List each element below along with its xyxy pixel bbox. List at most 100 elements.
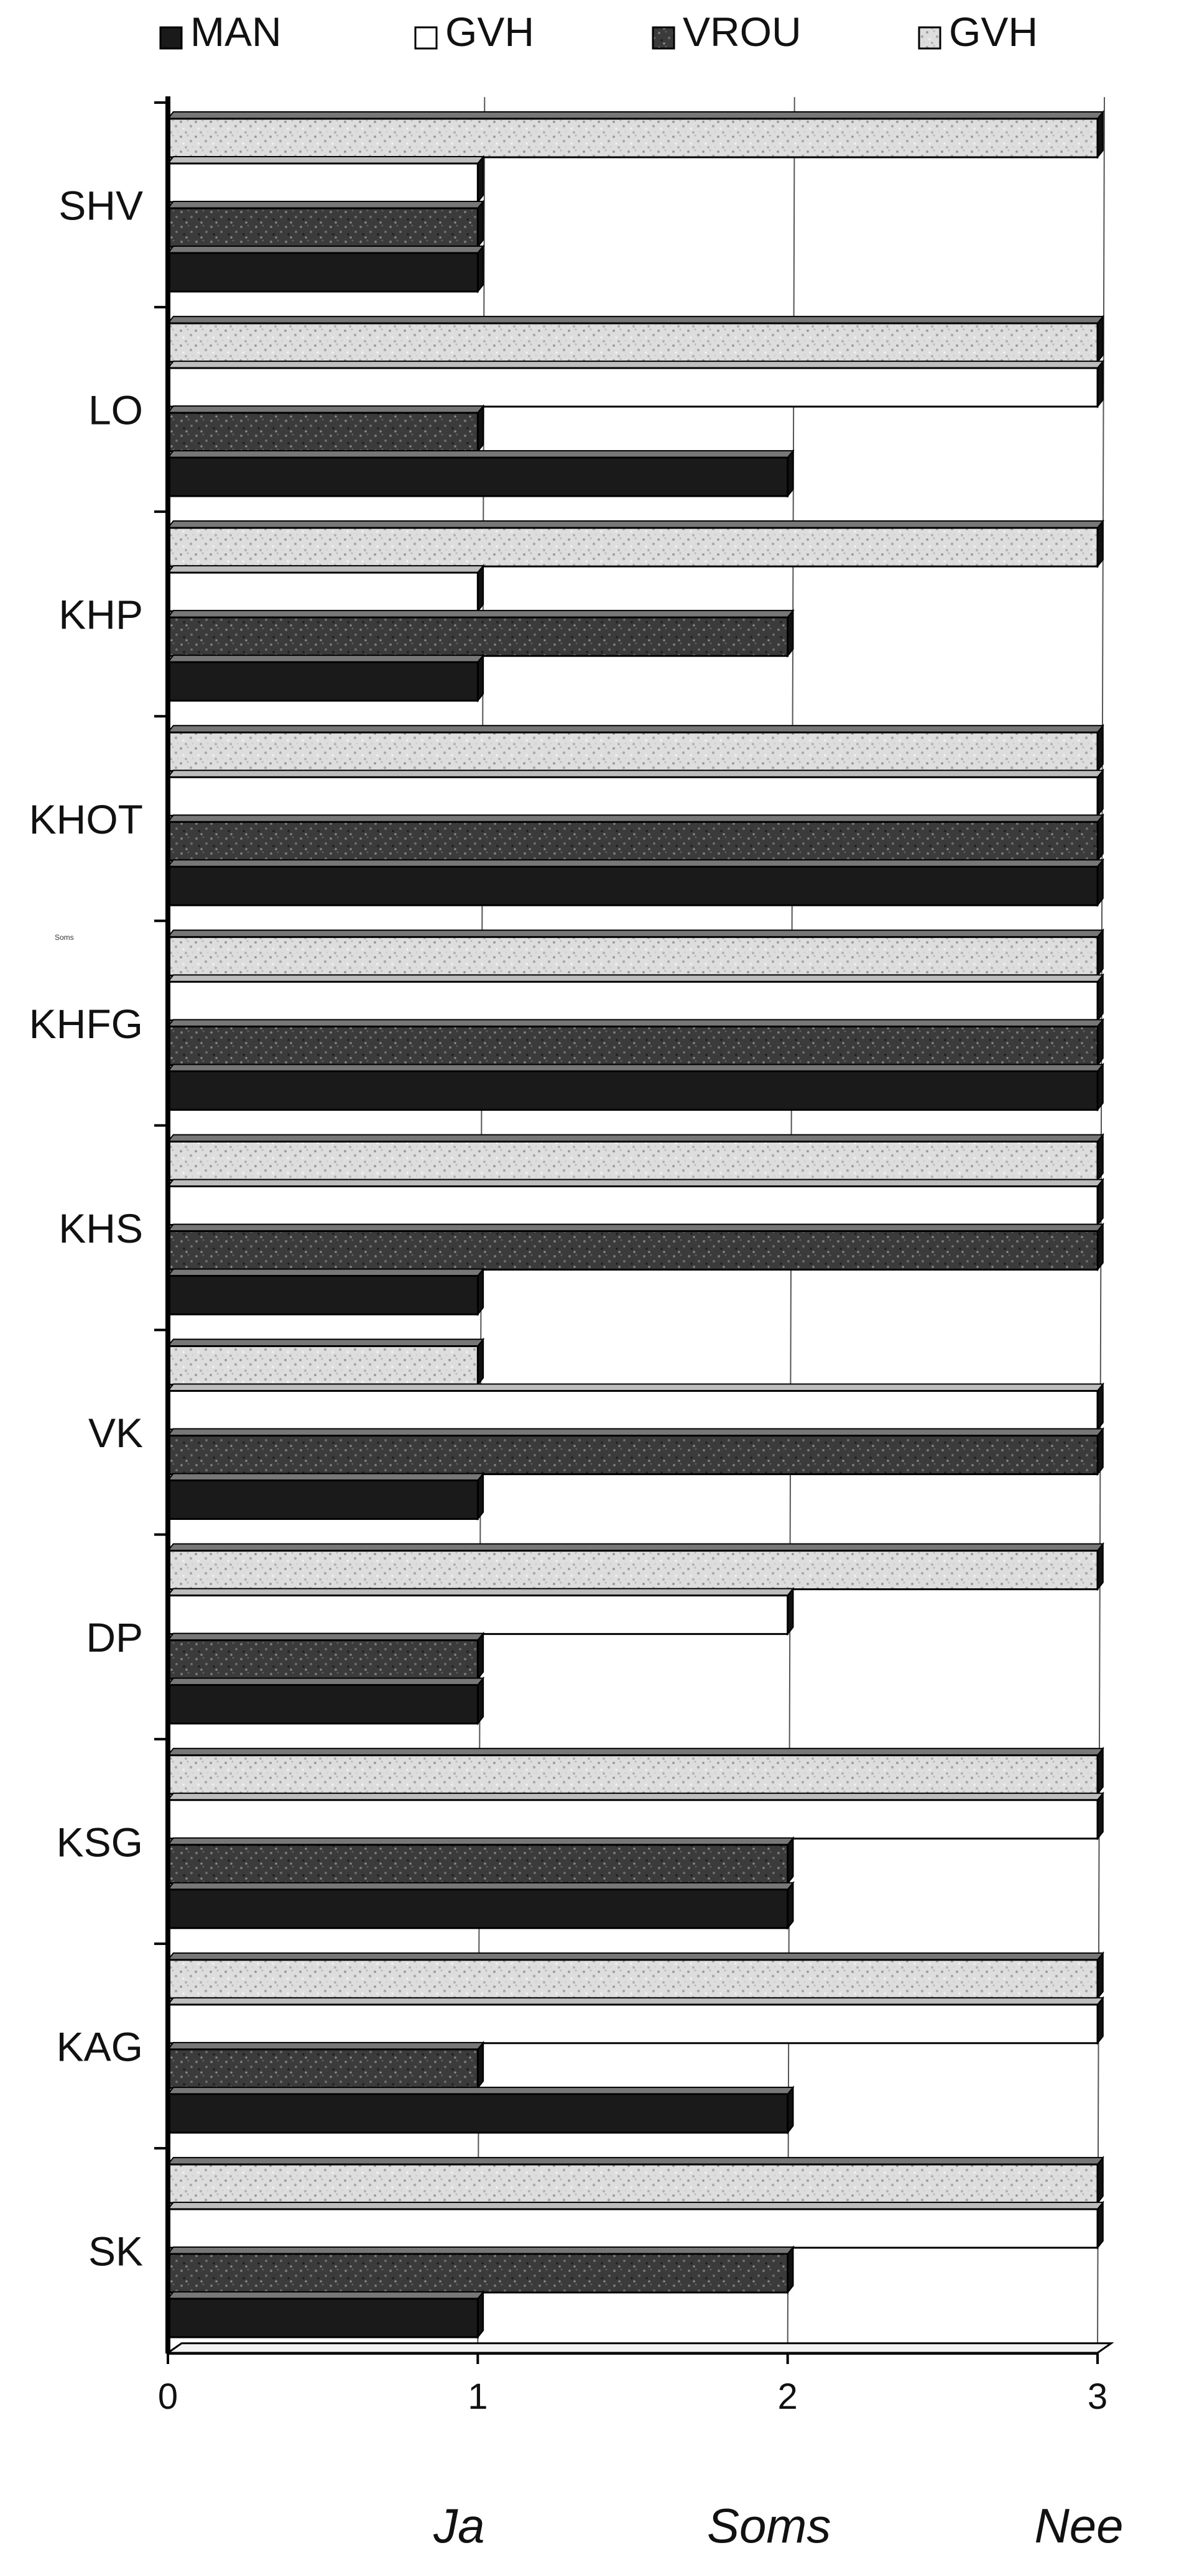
bar-front-face <box>167 1479 479 1520</box>
bar-top-face <box>166 770 1104 778</box>
bar-top-face <box>166 450 795 459</box>
bar-front-face <box>167 2093 789 2134</box>
bar-front-face <box>167 1390 1099 1431</box>
category-label: LO <box>88 387 143 433</box>
bar-front-face <box>167 322 1099 363</box>
category-label: KHS <box>58 1205 143 1251</box>
bar-front-face <box>167 1888 789 1930</box>
bar <box>166 2290 485 2339</box>
legend: MAN GVH VROU GVH <box>159 9 1038 55</box>
bar-top-face <box>166 1588 795 1596</box>
bar-top-face <box>166 2156 1104 2165</box>
bar <box>166 155 485 204</box>
bar <box>166 200 485 249</box>
bar-front-face <box>167 456 789 497</box>
bar-top-face <box>166 1019 1104 1028</box>
bar <box>166 2245 795 2294</box>
legend-label: VROU <box>683 9 802 55</box>
bar-front-face <box>167 162 479 203</box>
bar-top-face <box>166 655 485 663</box>
bar-front-face <box>167 661 479 702</box>
bar-top-face <box>166 1952 1104 1961</box>
bar-top-face <box>166 1473 485 1481</box>
bar-front-face <box>167 117 1099 159</box>
bar-top-face <box>166 1632 485 1641</box>
bar-top-face <box>166 929 1104 938</box>
bar-top-face <box>166 2291 485 2299</box>
bar <box>166 1337 485 1387</box>
bar <box>166 1018 1104 1067</box>
category-group <box>166 1133 1104 1317</box>
bar <box>166 858 1104 908</box>
category-label: SK <box>88 2228 143 2274</box>
bar-front-face <box>167 1550 1099 1591</box>
category-labels: SHV LO KHP KHOT KHFG KHS VK DP KSG KAG SK Soms <box>29 96 170 2353</box>
bar-front-face <box>167 2003 1099 2045</box>
legend-swatch <box>652 26 675 50</box>
category-group <box>166 724 1104 908</box>
bar-front-face <box>167 527 1099 568</box>
bar <box>166 768 1104 818</box>
category-group <box>166 928 1104 1112</box>
bar <box>166 1836 795 1885</box>
bar <box>166 2040 485 2090</box>
bar-top-face <box>166 1997 1104 2005</box>
bar <box>166 724 1104 773</box>
bar-top-face <box>166 2246 795 2255</box>
bar <box>166 1267 485 1317</box>
annotation-text: Soms <box>55 933 74 942</box>
bar <box>166 1133 1104 1182</box>
bar-front-face <box>167 252 479 293</box>
bar <box>166 1471 485 1521</box>
bar-top-face <box>166 859 1104 868</box>
bar <box>166 2085 795 2135</box>
x-category-label: Nee <box>1034 2498 1123 2553</box>
bar-top-face <box>166 1338 485 1347</box>
bar-top-face <box>166 2201 1104 2210</box>
bar-top-face <box>166 2041 485 2050</box>
bar-front-face <box>167 1274 479 1315</box>
bar <box>166 315 1104 364</box>
bar <box>166 1427 1104 1476</box>
x-tick-label: 0 <box>158 2376 178 2417</box>
category-label: KSG <box>57 1819 143 1865</box>
bar-front-face <box>167 1684 479 1725</box>
bar-front-face <box>167 980 1099 1021</box>
bar-front-face <box>167 571 479 612</box>
bar-front-face <box>167 616 789 657</box>
bar-front-face <box>167 412 479 453</box>
bar-front-face <box>167 1844 789 1885</box>
bar <box>166 564 485 614</box>
bar-front-face <box>167 1070 1099 1111</box>
bar-top-face <box>166 1677 485 1686</box>
bar-front-face <box>167 2253 789 2294</box>
bar <box>166 244 485 293</box>
x-tick-label: 3 <box>1088 2376 1107 2417</box>
bar <box>166 1880 795 1930</box>
legend-item: GVH <box>918 9 1038 55</box>
bar-top-face <box>166 1428 1104 1437</box>
legend-label: GVH <box>445 9 534 55</box>
bar <box>166 449 795 498</box>
bar-top-face <box>166 156 485 164</box>
bar-front-face <box>167 1345 479 1386</box>
bar-top-face <box>166 1543 1104 1552</box>
bar <box>166 653 485 703</box>
bar <box>166 1676 485 1726</box>
bar <box>166 928 1104 978</box>
bar-front-face <box>167 2163 1099 2204</box>
bar-front-face <box>167 1435 1099 1476</box>
bar-front-face <box>167 731 1099 772</box>
bar-top-face <box>166 565 485 574</box>
bar-top-face <box>166 1747 1104 1756</box>
bar <box>166 1586 795 1636</box>
bar <box>166 813 1104 863</box>
bar-front-face <box>167 1230 1099 1271</box>
bar-top-face <box>166 1792 1104 1801</box>
bar-front-face <box>167 1594 789 1635</box>
bar <box>166 2156 1104 2205</box>
bar <box>166 404 485 453</box>
bar-top-face <box>166 2086 795 2095</box>
